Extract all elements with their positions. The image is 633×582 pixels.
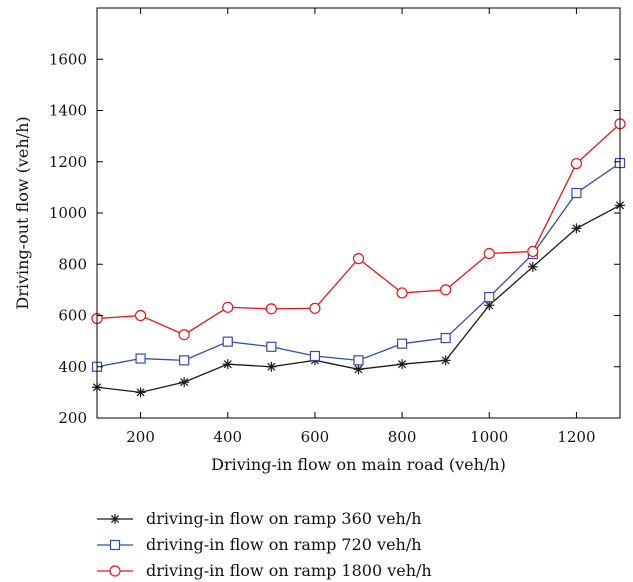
data-point bbox=[222, 336, 233, 347]
x-tick-label: 1000 bbox=[470, 428, 508, 446]
data-point bbox=[396, 287, 408, 299]
data-point bbox=[266, 341, 277, 352]
data-point bbox=[570, 157, 583, 170]
y-tick-label: 800 bbox=[58, 255, 87, 273]
legend-label: driving-in flow on ramp 1800 veh/h bbox=[146, 561, 432, 580]
y-tick-label: 200 bbox=[58, 409, 87, 427]
data-point bbox=[309, 350, 321, 362]
data-point bbox=[440, 332, 451, 344]
ticks-layer: 200 400 600 800 1000 1200 200 400 600 800 1000 1200… bbox=[49, 8, 620, 446]
data-point bbox=[571, 187, 582, 199]
x-axis-title: Driving-in flow on main road (veh/h) bbox=[211, 455, 506, 474]
data-point bbox=[352, 253, 365, 265]
data-point bbox=[178, 329, 190, 341]
series-line bbox=[96, 123, 621, 336]
series-layer bbox=[91, 118, 626, 398]
data-point bbox=[222, 301, 234, 313]
data-point bbox=[135, 353, 146, 364]
data-point bbox=[265, 303, 277, 315]
data-point bbox=[179, 355, 190, 366]
series-line bbox=[96, 162, 621, 368]
series-circle bbox=[91, 118, 626, 341]
data-point bbox=[222, 359, 233, 370]
legend: driving-in flow on ramp 360 veh/h driving… bbox=[97, 509, 432, 580]
data-point bbox=[309, 302, 321, 314]
data-point bbox=[396, 338, 408, 349]
legend-item: driving-in flow on ramp 720 veh/h bbox=[97, 535, 422, 554]
legend-marker bbox=[110, 514, 120, 524]
data-point bbox=[353, 364, 364, 375]
data-point bbox=[179, 377, 190, 388]
y-tick-label: 1200 bbox=[49, 153, 87, 171]
data-point bbox=[440, 355, 451, 366]
data-point bbox=[483, 247, 495, 260]
legend-marker bbox=[109, 565, 121, 577]
x-tick-label: 600 bbox=[301, 428, 330, 446]
x-tick-label: 400 bbox=[213, 428, 242, 446]
y-tick-label: 1000 bbox=[49, 204, 87, 222]
legend-item: driving-in flow on ramp 360 veh/h bbox=[97, 509, 422, 528]
x-tick-label: 200 bbox=[126, 428, 155, 446]
series-square bbox=[91, 157, 626, 372]
data-point bbox=[527, 245, 539, 258]
data-point bbox=[397, 359, 408, 370]
data-point bbox=[484, 291, 495, 303]
series-star bbox=[92, 200, 625, 398]
legend-label: driving-in flow on ramp 720 veh/h bbox=[146, 535, 422, 554]
data-point bbox=[484, 300, 495, 311]
legend-label: driving-in flow on ramp 360 veh/h bbox=[146, 509, 422, 528]
y-tick-label: 600 bbox=[58, 307, 87, 325]
data-point bbox=[440, 284, 452, 296]
data-point bbox=[266, 361, 277, 372]
y-tick-label: 400 bbox=[58, 358, 87, 376]
data-point bbox=[527, 261, 538, 272]
x-tick-label: 1200 bbox=[557, 428, 595, 446]
y-tick-label: 1600 bbox=[49, 50, 87, 68]
data-point bbox=[571, 223, 582, 234]
legend-item: driving-in flow on ramp 1800 veh/h bbox=[97, 561, 432, 580]
y-tick-label: 1400 bbox=[49, 102, 87, 120]
data-point bbox=[135, 387, 146, 398]
x-tick-label: 800 bbox=[388, 428, 417, 446]
y-axis-title: Driving-out flow (veh/h) bbox=[13, 116, 32, 309]
data-point bbox=[134, 309, 147, 322]
legend-marker bbox=[109, 539, 121, 551]
data-point bbox=[353, 355, 364, 366]
